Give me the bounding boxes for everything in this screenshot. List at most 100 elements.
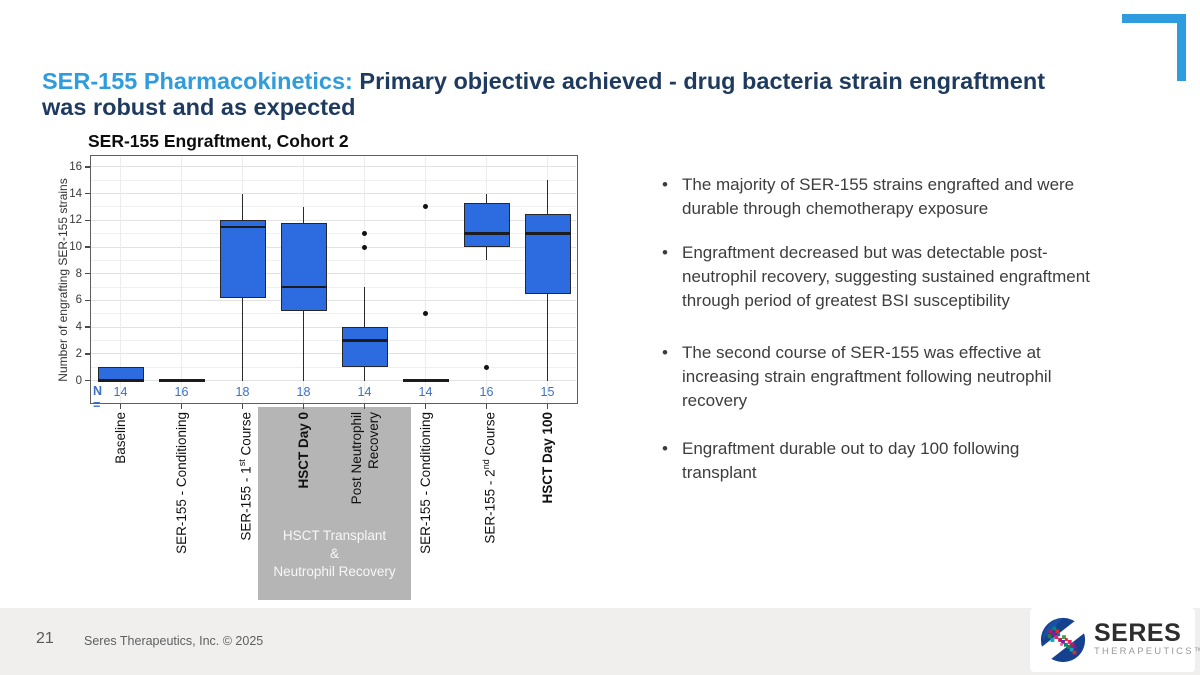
x-axis-label-line: Post Neutrophil <box>348 412 364 505</box>
y-tick-label: 4 <box>75 321 82 334</box>
x-axis-label-line: HSCT Day 0 <box>295 412 311 489</box>
corner-bracket-vertical <box>1177 14 1186 81</box>
boxplot-box <box>524 213 571 294</box>
y-tick-label: 10 <box>69 241 82 253</box>
x-axis-label-line: SER-155 - 1st Course <box>236 412 254 541</box>
x-axis-tick <box>302 404 305 409</box>
bullet-dot: • <box>662 175 668 194</box>
bullet-text: Engraftment durable out to day 100 follo… <box>682 439 1020 482</box>
outlier-dot <box>423 311 428 317</box>
y-tick-label: 2 <box>75 347 82 360</box>
seres-logo-icon <box>1039 616 1087 664</box>
logo-subtitle: THERAPEUTICS™ <box>1094 646 1200 657</box>
gridline <box>91 313 576 315</box>
x-axis-tick <box>546 404 549 409</box>
bullet-item: • Engraftment decreased but was detectabl… <box>662 241 1154 313</box>
y-axis-tick <box>84 353 90 355</box>
boxplot-median <box>524 232 571 235</box>
x-axis-tick <box>180 404 183 409</box>
x-axis-label-line: Baseline <box>112 412 128 464</box>
bullet-list: • The majority of SER-155 strains engraft… <box>662 165 1154 485</box>
gridline <box>91 219 576 221</box>
x-axis-label: SER-155 - Conditioning <box>173 412 191 562</box>
chart-panel <box>90 155 578 404</box>
y-tick-label: 8 <box>75 267 82 280</box>
y-axis-tick <box>84 166 90 168</box>
boxplot-median <box>341 339 388 342</box>
n-value: 14 <box>357 385 372 399</box>
y-axis-tick <box>84 192 90 195</box>
x-axis-tick <box>241 404 244 409</box>
gridline <box>364 156 365 403</box>
footer-band: 21 Seres Therapeutics, Inc. © 2025 <box>0 608 1200 675</box>
boxplot-median <box>97 379 144 382</box>
n-equals-label: N = <box>93 384 103 412</box>
gridline <box>181 156 182 403</box>
y-tick-label: 6 <box>75 294 82 307</box>
outlier-dot <box>362 244 367 250</box>
boxplot-box <box>463 202 510 247</box>
gridline <box>91 286 576 288</box>
gridline <box>91 259 576 261</box>
boxplot-median <box>280 285 327 289</box>
x-axis-label-line: SER-155 - Conditioning <box>173 412 189 554</box>
gridline <box>91 246 576 248</box>
x-axis-label: HSCT Day 0 <box>295 412 313 562</box>
x-axis-label: Post Neutrophil Recovery <box>348 412 382 562</box>
outlier-dot <box>362 231 367 237</box>
boxplot-box <box>280 222 327 312</box>
x-axis-label-line: Recovery <box>365 412 381 470</box>
x-axis-label: HSCT Day 100 <box>539 412 557 562</box>
boxplot-box <box>341 327 388 368</box>
x-axis-label: Baseline <box>112 412 130 562</box>
gridline <box>486 156 487 403</box>
gridline <box>91 326 576 328</box>
n-value: 15 <box>540 385 555 399</box>
x-axis-tick <box>363 404 366 409</box>
bullet-text: Engraftment decreased but was detectable… <box>682 243 1090 310</box>
n-value: 16 <box>174 385 189 399</box>
y-axis-tick <box>84 246 90 248</box>
copyright-text: Seres Therapeutics, Inc. © 2025 <box>84 634 264 648</box>
bullet-dot: • <box>662 439 668 458</box>
bullet-dot: • <box>662 243 668 262</box>
gridline <box>425 156 426 403</box>
n-value: 14 <box>418 385 433 399</box>
gridline <box>91 340 576 342</box>
y-tick-label: 14 <box>69 187 82 200</box>
y-axis-tick <box>84 272 90 275</box>
x-axis-label: SER-155 - 2nd Course <box>478 412 498 562</box>
bullet-item: • Engraftment durable out to day 100 foll… <box>662 437 1154 485</box>
boxplot-flat-line <box>402 379 449 382</box>
n-value: 18 <box>296 385 311 399</box>
page-title: SER-155 Pharmacokinetics: Primary object… <box>42 42 1162 120</box>
gridline <box>91 366 576 368</box>
gridline <box>91 206 576 208</box>
y-axis-tick <box>84 379 90 382</box>
bullet-item: • The second course of SER-155 was effect… <box>662 341 1154 413</box>
y-tick-label: 12 <box>69 214 82 227</box>
n-value: 14 <box>113 385 128 399</box>
x-axis-label: SER-155 - Conditioning <box>417 412 435 562</box>
boxplot-box <box>219 220 266 298</box>
company-logo: SERES THERAPEUTICS™ <box>1030 608 1200 672</box>
outlier-dot <box>423 204 428 210</box>
x-axis-tick <box>424 404 427 409</box>
x-axis-tick <box>485 404 488 409</box>
gridline <box>91 353 576 355</box>
gridline <box>120 156 121 403</box>
gridline <box>91 273 576 275</box>
hsct-highlight-caption: HSCT Transplant & Neutrophil Recovery <box>273 528 396 579</box>
bullet-item: • The majority of SER-155 strains engraft… <box>662 173 1154 221</box>
hsct-highlight-box: HSCT Transplant & Neutrophil Recovery <box>258 407 411 600</box>
outlier-dot <box>484 364 489 370</box>
page-title-rest: Primary objective achieved - drug bacter… <box>42 68 1046 120</box>
logo-name: SERES <box>1094 619 1182 647</box>
y-tick-label: 0 <box>75 374 82 387</box>
x-axis-label-line: SER-155 - 2nd Course <box>480 412 498 544</box>
gridline <box>91 179 576 181</box>
bullet-dot: • <box>662 343 668 362</box>
corner-bracket-horizontal <box>1122 14 1186 23</box>
page-title-highlight: SER-155 Pharmacokinetics: <box>42 68 353 94</box>
